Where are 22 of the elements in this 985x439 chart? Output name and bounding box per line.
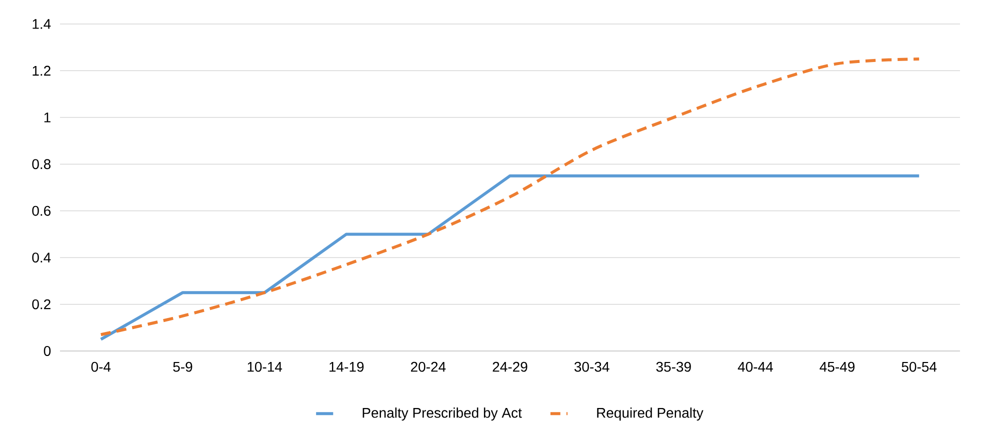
x-tick-label: 0-4 — [91, 362, 111, 372]
y-tick-label: 0.6 — [32, 206, 51, 216]
x-tick-label: 40-44 — [738, 362, 773, 372]
legend-label: Required Penalty — [597, 408, 704, 421]
x-tick-label: 5-9 — [173, 362, 192, 372]
y-tick-label: 1.4 — [32, 19, 51, 29]
line-series — [99, 58, 921, 336]
x-tick-label: 10-14 — [248, 362, 282, 372]
y-tick-label: 0.2 — [32, 299, 50, 310]
y-tick-label: 0.4 — [32, 252, 51, 263]
x-tick-label: 45-49 — [820, 362, 855, 372]
x-tick-label: 50-54 — [902, 362, 937, 372]
x-tick-label: 20-24 — [410, 362, 446, 372]
x-tick-label: 35-39 — [656, 362, 691, 372]
x-tick-label: 14-19 — [330, 362, 364, 372]
x-tick-label: 24-29 — [492, 362, 528, 372]
y-tick-label: 1.2 — [32, 66, 50, 76]
y-tick-label: 0.8 — [32, 159, 51, 170]
y-tick-label: 1 — [44, 112, 50, 122]
legend-label: Penalty Prescribed by Act — [362, 408, 522, 421]
y-tick-label: 0 — [44, 346, 51, 356]
x-tick-label: 30-34 — [574, 362, 610, 372]
